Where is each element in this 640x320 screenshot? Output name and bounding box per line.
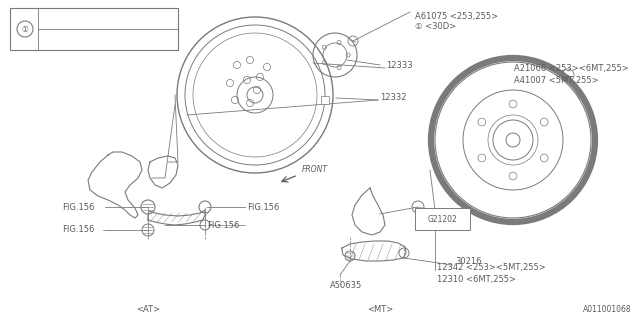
Bar (10, 8, 178, 50)
Text: A61075 <253,255>: A61075 <253,255> (415, 12, 498, 21)
Text: FIG.156: FIG.156 (247, 203, 280, 212)
Bar (321, 96, 329, 104)
Text: <MT>: <MT> (367, 306, 393, 315)
Text: <AT>: <AT> (136, 306, 160, 315)
Text: A50635: A50635 (330, 281, 362, 290)
Text: 12310 <6MT,255>: 12310 <6MT,255> (437, 275, 516, 284)
Text: FIG.156: FIG.156 (207, 220, 239, 229)
Text: A21066 <253><6MT,255>: A21066 <253><6MT,255> (514, 63, 628, 73)
Text: A41007 <5MT,255>: A41007 <5MT,255> (514, 76, 598, 84)
Text: A61076 (-'07MY0703): A61076 (-'07MY0703) (42, 15, 125, 24)
Text: FIG.156: FIG.156 (62, 226, 94, 235)
Text: G21202: G21202 (427, 214, 457, 223)
Text: 12332: 12332 (380, 93, 406, 102)
Text: ① <30D>: ① <30D> (415, 22, 456, 31)
Text: ①: ① (22, 25, 28, 34)
Text: 12342 <253><5MT,255>: 12342 <253><5MT,255> (437, 263, 546, 272)
Text: 30216: 30216 (455, 258, 481, 267)
Text: 12333: 12333 (386, 60, 413, 69)
Text: FRONT: FRONT (302, 165, 328, 174)
Text: A011001068: A011001068 (584, 305, 632, 314)
Text: FIG.156: FIG.156 (62, 203, 94, 212)
Bar (415, 208, 470, 230)
Text: A61075 ('08MY06010-): A61075 ('08MY06010-) (42, 34, 130, 43)
